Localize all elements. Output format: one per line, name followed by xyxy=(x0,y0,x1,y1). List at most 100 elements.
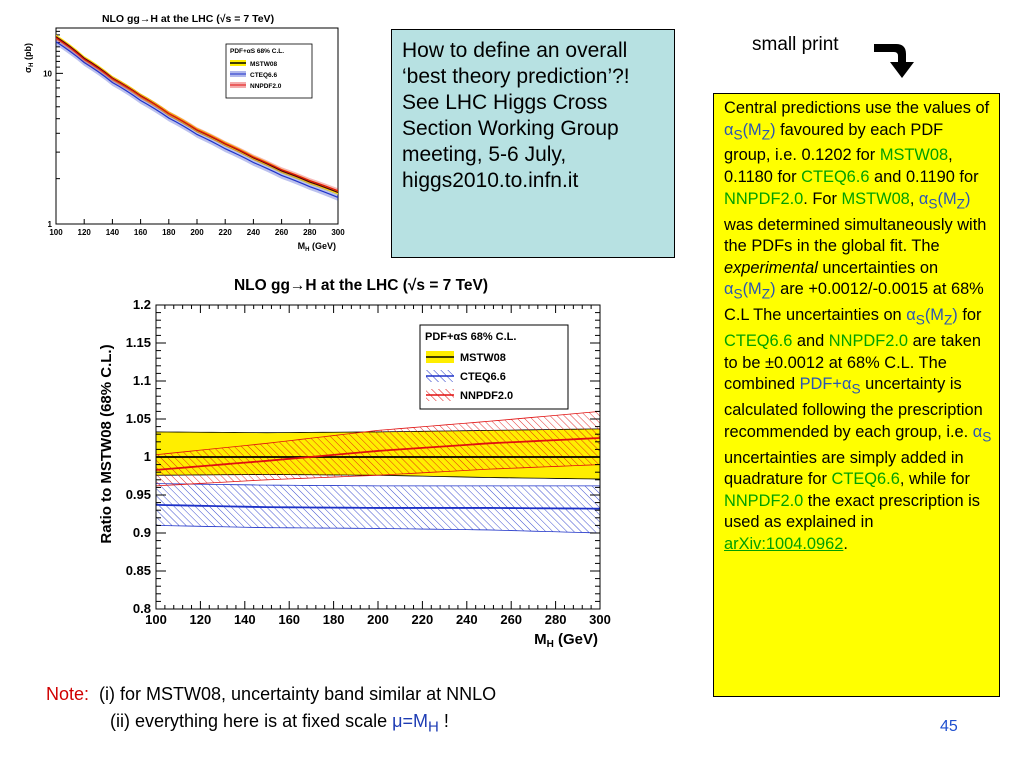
chart-top-plot-area: 100 120 140 160 180 200 220 240 260 280 300 1 10 PDF+… xyxy=(43,27,345,237)
legend-box xyxy=(419,324,569,410)
callout-box: How to define an overall ‘best theory pr… xyxy=(391,29,675,258)
text-run: uncertainties on xyxy=(817,258,939,277)
text-run: . xyxy=(843,534,848,553)
y-tick-label: 1 xyxy=(144,449,151,464)
legend-label: NNPDF2.0 xyxy=(250,83,282,90)
legend-title: PDF+αS 68% C.L. xyxy=(425,331,516,343)
text-run: and xyxy=(792,332,829,351)
line-cteq6.6 xyxy=(155,503,601,510)
x-tick-label: 100 xyxy=(145,612,167,627)
text-run: uncertainty is calculated following the … xyxy=(724,375,983,441)
experimental-word: experimental xyxy=(724,258,818,277)
text-run: the exact prescription is used as explai… xyxy=(724,491,980,532)
line-cteq6.6 xyxy=(55,41,339,199)
y-tick-label: 1.2 xyxy=(133,297,151,312)
small-print-label: small print xyxy=(752,34,839,55)
mu-equals-mh: μ=MH xyxy=(392,711,439,736)
alpha-s-mz: αS(MZ) xyxy=(724,280,776,302)
chart-bottom-plot-area: 100 120 140 160 180 200 220 240 260 280 300 0.8 0.85… xyxy=(126,297,611,627)
bottom-note-line2: (ii) everything here is at fixed scale μ… xyxy=(46,708,496,741)
x-tick-label: 220 xyxy=(219,228,233,237)
alpha-s-mz: αS(MZ) xyxy=(918,189,971,211)
chart-top-title: NLO gg→H at the LHC (√s = 7 TeV) xyxy=(102,13,274,25)
chart-bottom-title: NLO gg→H at the LHC (√s = 7 TeV) xyxy=(234,277,488,294)
band-upper-nnpdf2.0 xyxy=(155,411,601,456)
cteq-label: CTEQ6.6 xyxy=(724,332,793,351)
legend-label: CTEQ6.6 xyxy=(250,72,277,79)
x-tick-label: 280 xyxy=(303,228,317,237)
band-lower-nnpdf2.0 xyxy=(155,464,601,487)
nnpdf-label: NNPDF2.0 xyxy=(828,332,909,351)
x-tick-label: 140 xyxy=(234,612,256,627)
text-run: favoured by each PDF group, i.e. 0.1202 … xyxy=(724,120,944,165)
legend-label: MSTW08 xyxy=(250,61,277,68)
page-number: 45 xyxy=(940,718,958,735)
text-run: , 0.1180 for xyxy=(724,146,953,187)
x-tick-label: 220 xyxy=(412,612,434,627)
legend-box xyxy=(225,43,313,99)
alpha-s-mz: αS(MZ) xyxy=(906,306,958,328)
x-tick-label: 180 xyxy=(162,228,176,237)
ratio-chart: NLO gg→H at the LHC (√s = 7 TeV) 100 120 1… xyxy=(0,262,640,662)
x-tick-label: 260 xyxy=(500,612,522,627)
cteq-label: CTEQ6.6 xyxy=(801,168,870,187)
cteq-label: CTEQ6.6 xyxy=(831,470,900,489)
text-run: was determined simultaneously with the P… xyxy=(724,215,987,256)
x-tick-label: 120 xyxy=(190,612,212,627)
line-nnpdf2.0 xyxy=(155,437,601,471)
mstw-label: MSTW08 xyxy=(841,189,910,208)
chart-bottom-xlabel: MH (GeV) xyxy=(534,631,598,650)
nnpdf-label: NNPDF2.0 xyxy=(724,189,804,208)
y-tick-label: 1.1 xyxy=(133,373,151,388)
chart-bottom-legend: PDF+αS 68% C.L. MSTW08 CTEQ6.6 NNPDF2.0 xyxy=(419,324,569,410)
bottom-note-line1: Note: (i) for MSTW08, uncertainty band s… xyxy=(46,681,496,708)
nnpdf-label: NNPDF2.0 xyxy=(724,491,804,510)
text-run: , while for xyxy=(899,470,970,489)
chart-bottom-ylabel: Ratio to MSTW08 (68% C.L.) xyxy=(98,344,115,543)
callout-text: How to define an overall ‘best theory pr… xyxy=(402,39,630,192)
y-tick-label: 1.05 xyxy=(126,411,151,426)
band-upper-cteq6.6 xyxy=(155,483,600,487)
text-run: . For xyxy=(803,189,842,208)
band-cteq6.6 xyxy=(56,38,338,201)
text-run: for xyxy=(957,306,982,325)
text-run: Central predictions use the values of xyxy=(724,99,990,117)
alpha-s: αS xyxy=(972,422,992,444)
x-tick-label: 200 xyxy=(190,228,204,237)
text-run: are +0.0012/-0.0015 at 68% C.L The uncer… xyxy=(724,280,984,325)
arxiv-link[interactable]: arXiv:1004.0962 xyxy=(724,534,844,553)
y-tick-label: 0.95 xyxy=(126,487,151,502)
text-run: are taken to be ±0.0012 at 68% C.L. The … xyxy=(724,332,981,394)
legend-label: MSTW08 xyxy=(460,352,506,364)
y-tick-label: 0.8 xyxy=(133,601,151,616)
mstw-label: MSTW08 xyxy=(879,146,949,165)
x-tick-label: 120 xyxy=(78,228,92,237)
y-tick-label: 0.9 xyxy=(133,525,151,540)
y-tick-label: 1.15 xyxy=(126,335,151,350)
legend-title: PDF+αS 68% C.L. xyxy=(230,48,284,55)
x-tick-label: 140 xyxy=(106,228,120,237)
exclamation: ! xyxy=(438,711,449,731)
x-tick-label: 240 xyxy=(456,612,478,627)
pdf-explanation-box: Central predictions use the values of αS… xyxy=(713,93,1000,697)
y-tick-label: 0.85 xyxy=(126,563,151,578)
note-line1-text: (i) for MSTW08, uncertainty band similar… xyxy=(99,684,497,704)
x-tick-label: 300 xyxy=(589,612,611,627)
band-nnpdf2.0 xyxy=(156,411,600,486)
note-label: Note: xyxy=(46,684,90,704)
x-tick-label: 280 xyxy=(545,612,567,627)
legend-label: NNPDF2.0 xyxy=(460,390,513,402)
x-tick-label: 260 xyxy=(275,228,289,237)
x-tick-label: 160 xyxy=(278,612,300,627)
text-run: , xyxy=(909,189,919,208)
x-tick-label: 160 xyxy=(134,228,148,237)
cross-section-chart: NLO gg→H at the LHC (√s = 7 TeV) 100 120 1… xyxy=(0,0,380,262)
chart-top-legend: PDF+αS 68% C.L. MSTW08 CTEQ6.6 NNPDF2.0 xyxy=(225,43,313,99)
band-lower-cteq6.6 xyxy=(155,525,601,534)
pdf-alpha-s: PDF+αS xyxy=(799,375,861,397)
alpha-s-mz: αS(MZ) xyxy=(724,120,776,142)
y-tick-label: 10 xyxy=(43,69,52,78)
x-tick-label: 240 xyxy=(247,228,261,237)
y-tick-label: 1 xyxy=(48,220,53,229)
x-tick-label: 200 xyxy=(367,612,389,627)
